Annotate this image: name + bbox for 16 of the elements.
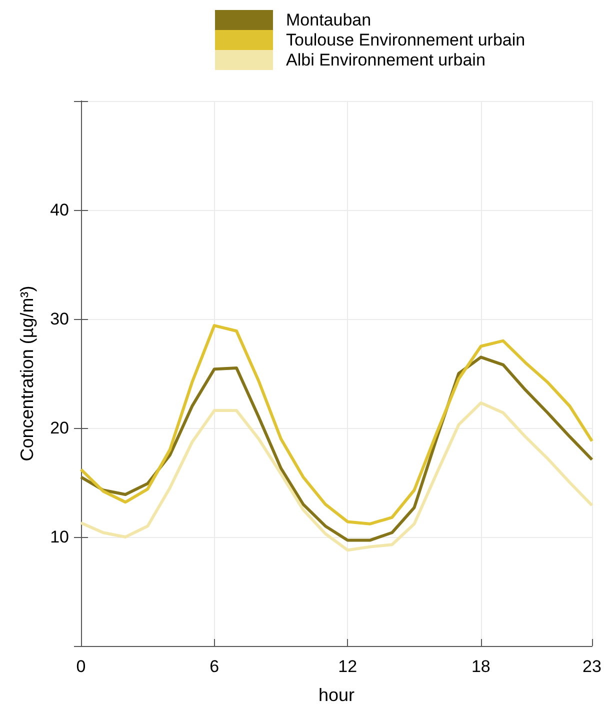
y-axis-title: Concentration (µg/m³) [17, 286, 37, 462]
x-tick-label: 23 [582, 657, 602, 676]
y-tick-label: 20 [50, 418, 69, 438]
line-series [80, 324, 594, 526]
x-tick-label: 6 [210, 657, 220, 676]
y-tick-label: 10 [50, 528, 69, 546]
x-tick-label: 0 [76, 657, 86, 676]
legend-label: Toulouse Environnement urbain [286, 30, 526, 50]
x-tick-label: 12 [338, 657, 358, 676]
y-tick-label: 30 [50, 310, 69, 328]
line-series [80, 401, 594, 552]
legend-label: Albi Environnement urbain [286, 50, 486, 70]
y-tick-label: 40 [50, 200, 69, 220]
x-axis-title: hour [318, 685, 355, 705]
x-tick-label: 18 [471, 657, 490, 676]
legend-label: Montauban [286, 10, 372, 30]
